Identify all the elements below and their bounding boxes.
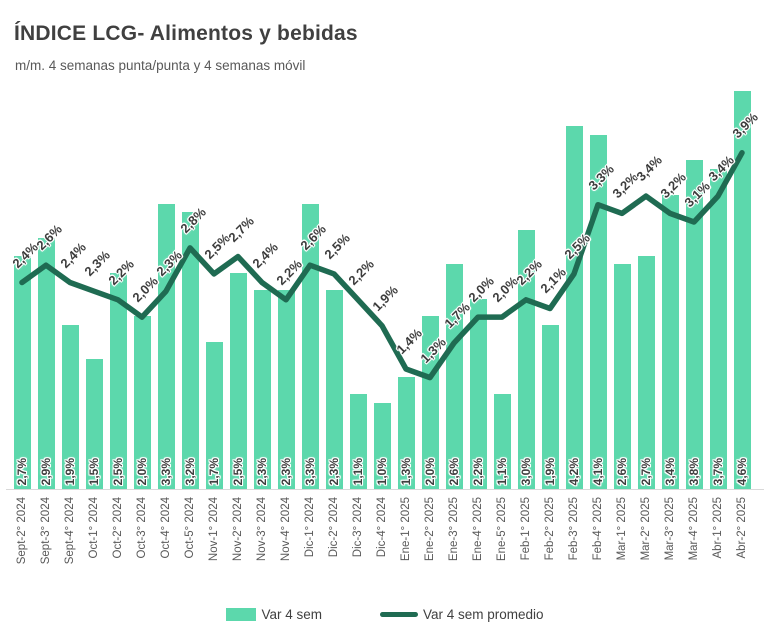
- bar: [373, 403, 391, 489]
- x-axis-label: Feb-2° 2025: [544, 497, 556, 561]
- bar: [109, 273, 127, 489]
- x-axis-label: Mar-3° 2025: [664, 497, 676, 561]
- bar: [181, 212, 199, 489]
- bar: [133, 316, 151, 489]
- x-axis-label: Abr-1° 2025: [712, 497, 724, 559]
- x-axis-label: Oct-1° 2024: [88, 497, 100, 559]
- bar: [733, 91, 751, 489]
- x-axis-line: [6, 489, 764, 490]
- bar: [709, 169, 727, 489]
- x-axis-label: Ene-4° 2025: [472, 497, 484, 562]
- x-axis-label: Ene-1° 2025: [400, 497, 412, 562]
- x-axis-label: Abr-2° 2025: [736, 497, 748, 559]
- x-axis-label: Feb-3° 2025: [568, 497, 580, 561]
- x-axis-label: Ene-5° 2025: [496, 497, 508, 562]
- bar: [469, 299, 487, 489]
- legend-item-bar: Var 4 sem: [226, 607, 322, 622]
- x-axis-label: Nov-4° 2024: [280, 497, 292, 562]
- legend-item-line: Var 4 sem promedio: [379, 606, 544, 622]
- bar: [493, 394, 511, 489]
- x-axis-label: Dic-4° 2024: [376, 497, 388, 558]
- bar: [541, 325, 559, 489]
- x-axis-label: Ene-2° 2025: [424, 497, 436, 562]
- bar: [517, 230, 535, 489]
- chart-subtitle: m/m. 4 semanas punta/punta y 4 semanas m…: [15, 58, 306, 73]
- x-axis-label: Sept-2° 2024: [16, 497, 28, 565]
- x-axis-label: Oct-3° 2024: [136, 497, 148, 559]
- x-axis-label: Sept-4° 2024: [64, 497, 76, 565]
- bar: [637, 256, 655, 489]
- x-axis-labels: Sept-2° 2024 Sept-3° 2024 Sept-4° 2024 Oct-…: [10, 497, 758, 589]
- legend-label-line: Var 4 sem promedio: [422, 606, 544, 622]
- bar: [253, 290, 271, 489]
- x-axis-label: Dic-1° 2024: [304, 497, 316, 558]
- x-axis-label: Mar-2° 2025: [640, 497, 652, 561]
- x-axis-label: Oct-4° 2024: [160, 497, 172, 559]
- bar: [685, 160, 703, 489]
- bar: [229, 273, 247, 489]
- bar: [421, 316, 439, 489]
- x-axis-label: Oct-2° 2024: [112, 497, 124, 559]
- x-axis-label: Feb-4° 2025: [592, 497, 604, 561]
- trend-line: [19, 150, 745, 381]
- legend-label-bar: Var 4 sem: [261, 606, 322, 622]
- x-axis-label: Mar-1° 2025: [616, 497, 628, 561]
- bar: [445, 264, 463, 489]
- plot-area: 2,7% 2,9% 1,9% 1,5% 2,5% 2,0% 3,3% 3,2% 1,7% 2,5%…: [6, 88, 764, 490]
- bar: [325, 290, 343, 489]
- x-axis-label: Dic-3° 2024: [352, 497, 364, 558]
- x-axis-label: Nov-2° 2024: [232, 497, 244, 562]
- bar: [565, 126, 583, 489]
- x-axis-label: Nov-1° 2024: [208, 497, 220, 562]
- bar: [61, 325, 79, 489]
- bar: [37, 238, 55, 489]
- chart-title: ÍNDICE LCG- Alimentos y bebidas: [14, 22, 358, 45]
- x-axis-label: Dic-2° 2024: [328, 497, 340, 558]
- bar: [661, 195, 679, 489]
- x-axis-label: Mar-4° 2025: [688, 497, 700, 561]
- bar: [613, 264, 631, 489]
- bar: [205, 342, 223, 489]
- bar: [157, 204, 175, 489]
- bar: [13, 256, 31, 489]
- legend: Var 4 sem Var 4 sem promedio: [0, 601, 770, 627]
- x-axis-label: Ene-3° 2025: [448, 497, 460, 562]
- x-axis-label: Sept-3° 2024: [40, 497, 52, 565]
- x-axis-label: Feb-1° 2025: [520, 497, 532, 561]
- bar: [277, 290, 295, 489]
- line-series-swatch: [379, 611, 418, 617]
- bar: [85, 359, 103, 489]
- x-axis-label: Oct-5° 2024: [184, 497, 196, 559]
- bar: [397, 377, 415, 489]
- x-axis-label: Nov-3° 2024: [256, 497, 268, 562]
- bar: [349, 394, 367, 489]
- bar-series-swatch: [226, 607, 257, 621]
